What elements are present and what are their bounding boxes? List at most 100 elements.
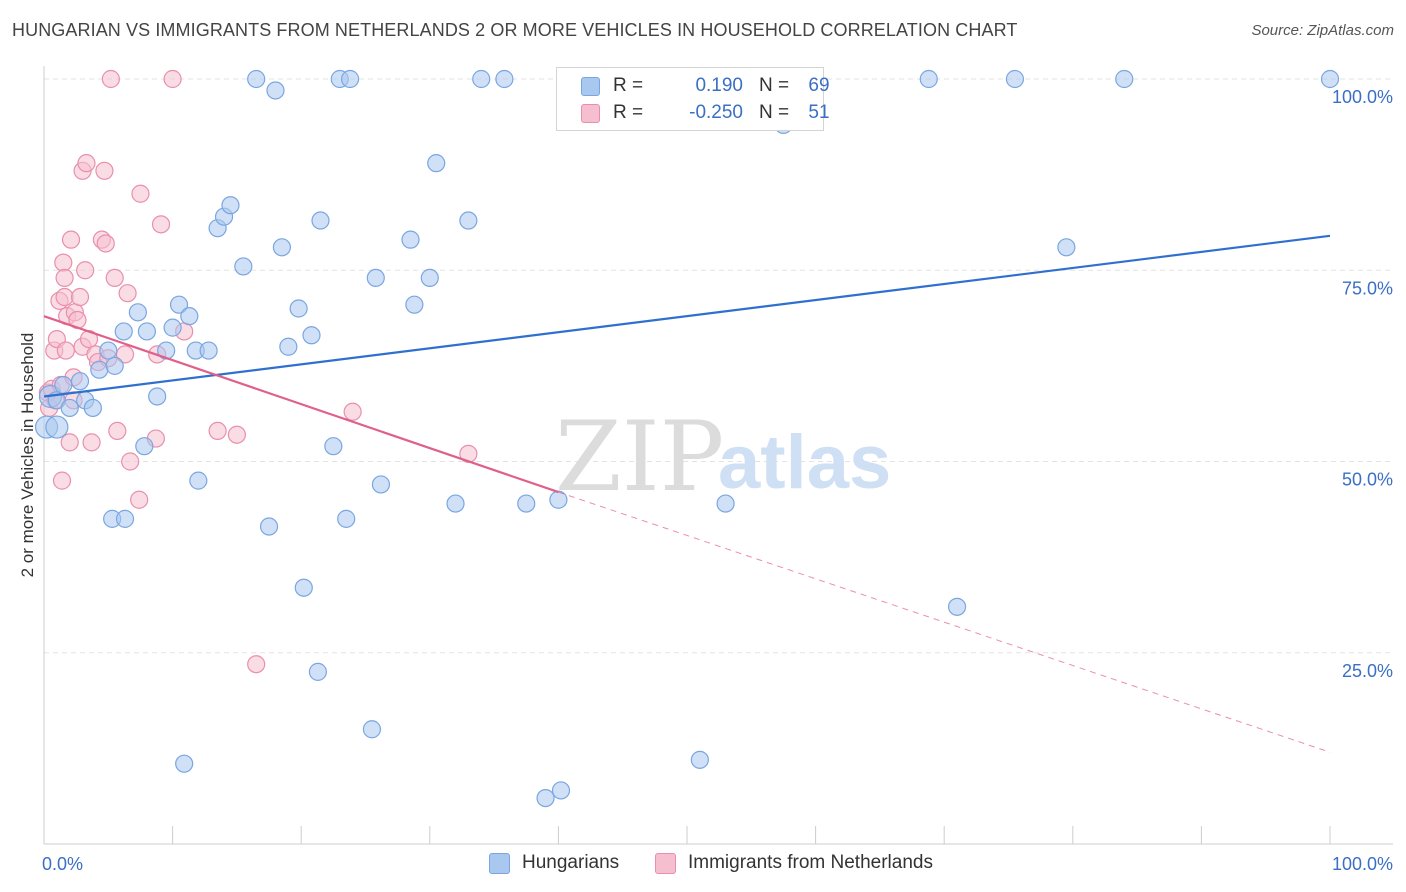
data-point-hungarians <box>690 750 709 769</box>
data-point-hungarians <box>371 475 391 494</box>
data-point-hungarians <box>60 398 79 418</box>
data-point-hungarians <box>517 494 536 513</box>
y-tick-label: 50.0% <box>1342 470 1393 490</box>
data-point-netherlands <box>55 287 74 307</box>
data-point-hungarians <box>401 230 420 249</box>
data-point-hungarians <box>294 578 313 597</box>
data-point-hungarians <box>115 509 135 528</box>
data-point-hungarians <box>54 375 73 395</box>
legend-n-value: 69 <box>808 75 830 96</box>
data-point-hungarians <box>472 69 491 89</box>
data-point-hungarians <box>919 69 938 89</box>
data-point-hungarians <box>221 196 240 215</box>
data-point-netherlands <box>56 341 75 360</box>
data-point-hungarians <box>308 662 328 681</box>
chart-title: HUNGARIAN VS IMMIGRANTS FROM NETHERLANDS… <box>12 20 1018 40</box>
data-point-hungarians <box>175 754 194 773</box>
data-point-netherlands <box>96 234 115 253</box>
data-point-hungarians <box>135 437 154 456</box>
data-point-hungarians <box>947 597 967 616</box>
data-point-netherlands <box>61 230 81 249</box>
trend-line-netherlands <box>43 315 559 494</box>
data-point-netherlands <box>247 655 266 674</box>
trend-line-hungarians <box>43 234 1331 398</box>
data-point-hungarians <box>272 238 292 257</box>
data-point-hungarians <box>1005 69 1025 89</box>
data-point-hungarians <box>234 257 253 276</box>
data-point-hungarians <box>420 268 439 287</box>
data-point-hungarians <box>169 295 189 314</box>
data-point-hungarians <box>366 268 385 287</box>
data-point-hungarians <box>302 326 321 345</box>
data-point-hungarians <box>1115 69 1134 89</box>
data-point-hungarians <box>1057 238 1076 257</box>
data-point-hungarians <box>199 341 218 360</box>
legend-swatch-hungarians <box>581 77 600 96</box>
data-point-hungarians <box>495 69 514 89</box>
data-point-hungarians <box>114 322 133 341</box>
axes <box>43 66 1393 845</box>
data-point-hungarians <box>105 356 124 375</box>
data-point-hungarians <box>90 360 109 379</box>
legend-r-label: R = <box>613 75 644 96</box>
data-point-hungarians <box>446 494 465 513</box>
grid-lines <box>44 78 1390 654</box>
data-point-hungarians <box>180 307 199 326</box>
data-point-hungarians <box>362 720 382 739</box>
watermark-atlas: atlas <box>718 420 891 505</box>
legend-n-label: N = <box>759 102 790 123</box>
data-point-netherlands <box>208 421 227 440</box>
data-point-hungarians <box>1320 69 1340 89</box>
data-point-hungarians <box>99 341 118 360</box>
legend-swatch-netherlands <box>581 104 600 123</box>
series-hungarians-points <box>34 69 1340 808</box>
data-point-netherlands <box>131 184 150 203</box>
data-point-netherlands <box>70 287 90 307</box>
data-point-hungarians <box>536 788 555 808</box>
y-tick-label: 75.0% <box>1342 278 1393 298</box>
data-point-hungarians <box>551 781 571 800</box>
y-tick-label: 25.0% <box>1342 661 1393 681</box>
legend-box: R = 0.190 N = 69 R = -0.250 N = 51 <box>556 67 830 131</box>
data-point-hungarians <box>324 437 343 456</box>
legend-r-value: 0.190 <box>695 75 743 96</box>
data-point-hungarians <box>137 322 156 341</box>
data-point-netherlands <box>343 402 362 421</box>
data-point-hungarians <box>459 211 478 230</box>
data-point-hungarians <box>337 509 356 528</box>
data-point-hungarians <box>45 415 69 439</box>
data-point-hungarians <box>340 69 360 89</box>
data-point-netherlands <box>77 154 96 173</box>
data-point-netherlands <box>227 425 246 444</box>
data-point-hungarians <box>128 303 147 322</box>
data-point-netherlands <box>60 433 79 452</box>
legend-r-value: -0.250 <box>689 102 743 123</box>
data-point-netherlands <box>55 268 74 287</box>
x-tick-label: 0.0% <box>42 854 83 874</box>
data-point-hungarians <box>311 211 330 230</box>
bottom-legend-swatch-netherlands <box>655 853 676 874</box>
data-point-hungarians <box>716 494 735 513</box>
trend-lines <box>43 234 1331 753</box>
data-point-netherlands <box>101 69 120 89</box>
data-point-hungarians <box>148 387 167 406</box>
data-point-netherlands <box>130 490 149 509</box>
data-point-hungarians <box>70 372 90 391</box>
bottom-legend-swatch-hungarians <box>489 853 510 874</box>
data-point-hungarians <box>427 154 446 173</box>
data-point-netherlands <box>105 268 124 287</box>
legend-r-label: R = <box>613 102 644 123</box>
data-point-netherlands <box>52 471 72 490</box>
data-point-hungarians <box>266 81 285 100</box>
watermark: ZIP atlas <box>555 401 891 513</box>
legend-n-value: 51 <box>808 102 830 123</box>
data-point-hungarians <box>247 69 266 89</box>
data-point-netherlands <box>151 215 171 234</box>
tick-labels: 25.0% 50.0% 75.0% 100.0% 0.0% 100.0% <box>42 87 1393 874</box>
bottom-legend-label: Immigrants from Netherlands <box>688 852 933 873</box>
data-point-hungarians <box>549 490 568 509</box>
data-point-hungarians <box>83 398 102 418</box>
data-point-hungarians <box>289 299 308 318</box>
data-point-hungarians <box>259 517 279 536</box>
